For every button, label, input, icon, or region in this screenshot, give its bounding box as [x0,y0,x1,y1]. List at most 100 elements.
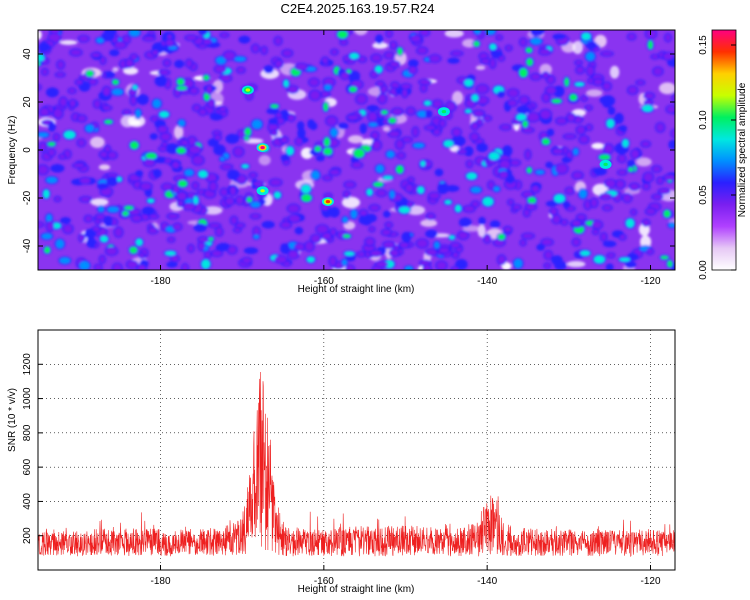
snr-x-tick-label: -120 [640,576,660,587]
snr-x-tick-label: -140 [477,576,497,587]
spectrogram-blob-core [565,187,574,194]
spectrogram-blob-core [322,57,328,63]
spectrogram-blob-core [401,84,411,89]
spectrogram-blob-core [368,122,378,127]
spectrogram-blob-core [211,114,222,120]
spectrogram-blob-core [199,30,207,35]
spectrogram-blob-core [165,251,176,256]
snr-x-tick-label: -180 [150,576,170,587]
colorbar-label: Normalized spectral amplitude [737,82,748,217]
spectrogram-blob-core [85,229,95,238]
spectrogram-blob-core [503,146,512,156]
spectrogram-blob-core [168,237,174,242]
spectrogram-blob-core [305,241,314,251]
spectrogram-blob-core [59,257,71,264]
spectrogram-blob-core [339,123,348,129]
spectrogram-pale-patch [609,65,620,79]
spectrogram-blob-core [564,202,569,208]
spectrogram-blob-core [143,36,155,41]
spectrogram-blobs [38,30,675,270]
spectrogram-blob-core [551,98,562,104]
spectrogram-blob-core [535,170,545,175]
spectrogram-blob-core [378,94,386,104]
spectrogram-blob-core [360,210,367,216]
spectrogram-blob-core [143,207,154,214]
spectrogram-blob-core [94,100,101,108]
spectrogram-blob-core [664,175,675,180]
spectrogram-blob-core [644,93,654,99]
spectrogram-blob-core [344,181,355,188]
spectrogram-blob-core [564,134,576,139]
spectrogram-blob-core [49,122,55,131]
spectrogram-pale-patch [406,205,426,215]
spectrogram-blob-core [151,116,158,122]
spectrogram-blob-core [556,164,568,174]
spectrogram-blob-core [496,35,502,40]
spectrogram-blob-core [287,86,298,93]
spectrogram-blob-core [114,41,126,49]
spectrogram-blob-core [281,245,289,253]
spectrogram-blob-core [107,177,117,186]
spectrogram-blob-core [647,249,653,254]
spectrogram-blob-core [423,264,431,270]
spectrogram-blob-core [439,120,446,127]
spectrogram-blob-core [220,75,232,82]
spectrogram-blob-core [390,61,400,67]
spectrogram-blob-core [181,140,189,146]
spectrogram-blob-core [330,228,336,236]
spectrogram-blob-core [123,110,131,115]
spectrogram-blob-core [159,70,170,75]
spectrogram-pale-patch [586,89,603,97]
spectrogram-blob-core [172,161,180,169]
spectrogram-blob-core [554,194,565,203]
spectrogram-blob-core [601,233,607,241]
spectrogram-blob-core [55,197,60,201]
spectrogram-blob-core [48,33,61,43]
spectrogram-blob-core [178,119,185,127]
spectrogram-blob-core [149,214,158,219]
snr-y-tick-label: 600 [22,458,33,475]
spectrogram-blob-core [158,126,168,133]
spectrogram-blob-core [376,35,382,43]
spectrogram-blob-core [392,108,403,116]
spectrogram-blob-core [237,67,245,73]
spectrogram-blob-core [369,227,375,232]
spectrogram-blob-core [628,167,634,172]
spectrogram-blob-core [470,133,479,141]
spectrogram-pale-patch [354,30,368,36]
spectrogram-blob-core [182,264,188,270]
spectrogram-blob-core [409,60,418,66]
spectrogram-blob-core [569,94,578,101]
spectrogram-blob-core [173,185,179,193]
spectrogram-blob-core [643,183,650,190]
spectrogram-blob-core [234,228,241,233]
spectrogram-blob-core [245,248,257,253]
spectrogram-blob-core [275,60,283,68]
spectrogram-blob-core [399,242,409,248]
spectrogram-blob-core [488,181,494,189]
spectrogram-pale-patch [420,219,438,227]
spectrogram-blob-core [652,166,661,172]
spectrogram-blob-core [607,253,615,258]
spectrogram-blob-core [209,139,218,146]
spectrogram-blob-core [53,108,63,118]
spectrogram-blob-core [137,265,146,270]
spectrogram-blob-core [298,122,304,130]
spectrogram-blob-core [220,188,228,196]
spectrogram-blob-core [424,100,431,106]
spectrogram-blob-core [525,150,531,160]
spectrogram-blob-core [420,30,429,36]
spectrogram-blob-core [160,133,171,141]
spectrogram-blob-core [288,114,295,121]
spectrogram-blob-core [186,59,192,68]
spectrogram-pale-patch [572,40,583,55]
spectrogram-blob-core [539,49,550,55]
spectrogram-blob-core [221,164,232,170]
spectrogram-blob-core [525,47,533,53]
spectrogram-blob-core [572,172,583,179]
spectrogram-blob-core [371,132,379,139]
spectrogram-blob-core [252,44,259,53]
spectrogram-blob-core [124,205,134,210]
spectrogram-blob-core [295,243,305,250]
spectrogram-blob-core [436,169,442,176]
